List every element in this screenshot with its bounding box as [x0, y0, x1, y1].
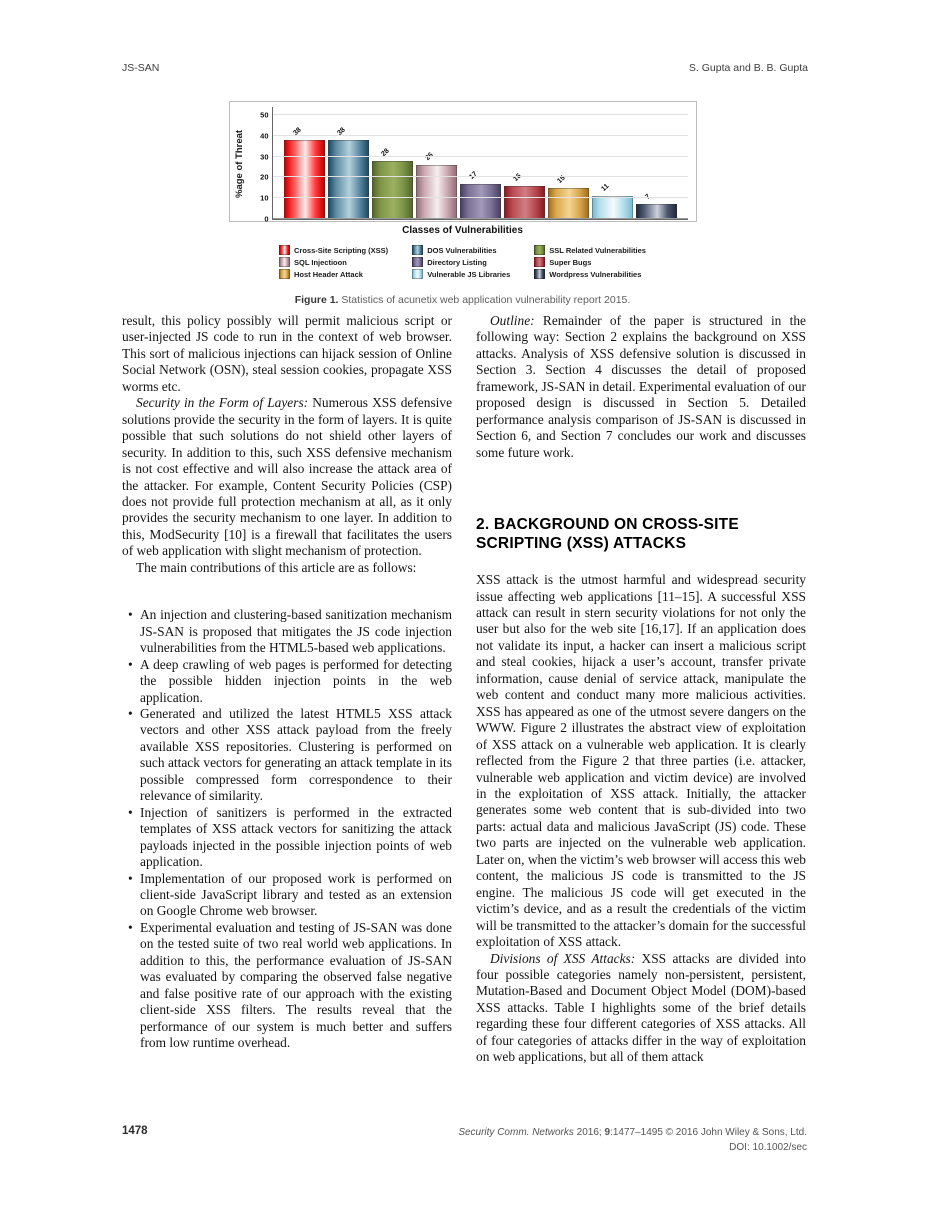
chart-bars: 38382826171615117	[283, 107, 685, 219]
paragraph: result, this policy possibly will permit…	[122, 313, 452, 394]
list-item: Experimental evaluation and testing of J…	[128, 920, 452, 1052]
chart-bar-value-label: 16	[512, 172, 523, 183]
legend-item: SSL Related Vulnerabilities	[534, 245, 646, 255]
legend-label: SSL Related Vulnerabilities	[549, 245, 646, 255]
chart-y-tick-label: 50	[260, 110, 269, 120]
paragraph: The main contributions of this article a…	[136, 559, 417, 575]
chart: %age of Threat 38382826171615117 0102030…	[228, 101, 697, 224]
legend-label: Super Bugs	[549, 257, 592, 267]
chart-bar: 38	[283, 127, 325, 219]
chart-bar: 26	[415, 152, 457, 219]
paragraph: Divisions of XSS Attacks: XSS attacks ar…	[476, 950, 806, 1065]
page-number: 1478	[122, 1125, 148, 1137]
chart-bar: 11	[591, 183, 633, 219]
legend-label: Cross-Site Scripting (XSS)	[294, 245, 389, 255]
chart-gridline	[272, 134, 688, 136]
legend-label: SQL Injectioon	[294, 257, 347, 267]
legend-swatch	[279, 257, 290, 267]
figure-caption-text: Statistics of acunetix web application v…	[338, 294, 631, 306]
chart-bar: 16	[503, 172, 545, 219]
paragraph-lead: Security in the Form of Layers:	[136, 395, 309, 411]
chart-y-tick-label: 0	[264, 214, 269, 224]
legend-item: Super Bugs	[534, 257, 646, 267]
chart-bar-value-label: 26	[424, 151, 435, 162]
legend-swatch	[412, 245, 424, 255]
chart-y-tick-label: 10	[260, 193, 269, 203]
legend-item: Cross-Site Scripting (XSS)	[279, 245, 388, 255]
journal-name: Security Comm. Networks	[458, 1127, 574, 1138]
contributions-list: An injection and clustering-based saniti…	[128, 607, 452, 1051]
list-item: Implementation of our proposed work is p…	[128, 871, 452, 920]
chart-y-tick-label: 30	[260, 152, 269, 162]
legend-item: DOS Vulnerabilities	[412, 245, 510, 255]
running-header: JS-SAN S. Gupta and B. B. Gupta	[122, 62, 808, 74]
paragraph-lead: Outline:	[490, 313, 535, 328]
list-item: Generated and utilized the latest HTML5 …	[128, 706, 452, 805]
chart-bar: 15	[547, 174, 589, 219]
list-item: An injection and clustering-based saniti…	[128, 607, 452, 656]
legend-item: Directory Listing	[412, 257, 510, 267]
chart-y-tick-label: 40	[260, 131, 269, 141]
chart-bar: 7	[635, 194, 677, 219]
publication-info: Security Comm. Networks 2016; 9:1477–149…	[458, 1125, 807, 1155]
legend-swatch	[534, 269, 546, 279]
legend-label: Host Header Attack	[294, 269, 363, 279]
legend-swatch	[412, 269, 424, 279]
right-column: Outline: Remainder of the paper is struc…	[476, 313, 806, 1066]
legend-label: DOS Vulnerabilities	[427, 245, 497, 255]
legend-item: Vulnerable JS Libraries	[412, 269, 510, 279]
doi-line: DOI: 10.1002/sec	[729, 1142, 807, 1153]
chart-bar: 38	[327, 127, 369, 219]
legend-label: Vulnerable JS Libraries	[427, 269, 511, 279]
figure-caption-label: Figure 1.	[294, 294, 339, 306]
running-header-right: S. Gupta and B. B. Gupta	[688, 62, 808, 74]
chart-y-tick-label: 20	[260, 172, 269, 182]
chart-gridline	[272, 155, 688, 157]
figure-1: %age of Threat 38382826171615117 0102030…	[228, 101, 697, 306]
paragraph: Outline: Remainder of the paper is struc…	[476, 313, 806, 460]
legend-item: Wordpress Vulnerabilities	[534, 269, 646, 279]
chart-gridline	[272, 197, 688, 199]
chart-bar: 28	[371, 147, 413, 219]
chart-y-axis-label: %age of Threat	[233, 129, 245, 199]
paragraph-lead: Divisions of XSS Attacks:	[490, 950, 636, 966]
body-columns: result, this policy possibly will permit…	[122, 313, 806, 1066]
chart-gridline	[272, 218, 688, 219]
left-column: result, this policy possibly will permit…	[122, 313, 452, 1066]
legend-label: Directory Listing	[427, 257, 487, 267]
chart-bar: 17	[459, 170, 501, 219]
page-footer: 1478 Security Comm. Networks 2016; 9:147…	[122, 1125, 807, 1155]
legend-swatch	[534, 245, 546, 255]
legend-label: Wordpress Vulnerabilities	[549, 269, 642, 279]
figure-caption: Figure 1. Statistics of acunetix web app…	[229, 294, 697, 306]
chart-bar-value-label: 11	[600, 182, 611, 194]
running-header-left: JS-SAN	[122, 62, 160, 74]
section-heading: 2. BACKGROUND ON CROSS-SITE SCRIPTING (X…	[476, 516, 739, 552]
chart-x-axis-label: Classes of Vulnerabilities	[402, 225, 523, 236]
chart-legend: Cross-Site Scripting (XSS) DOS Vulnerabil…	[229, 245, 697, 279]
journal-line: Security Comm. Networks 2016; 9:1477–149…	[458, 1127, 807, 1138]
legend-swatch	[534, 257, 546, 267]
volume-number: 9	[604, 1127, 611, 1138]
list-item: A deep crawling of web pages is performe…	[128, 657, 452, 706]
chart-gridline	[272, 176, 688, 178]
legend-swatch	[279, 245, 290, 255]
legend-item: Host Header Attack	[279, 269, 388, 279]
legend-item: SQL Injectioon	[279, 257, 388, 267]
legend-swatch	[412, 257, 424, 267]
list-item: Injection of sanitizers is performed in …	[128, 805, 452, 871]
legend-swatch	[279, 269, 290, 279]
paragraph: XSS attack is the utmost harmful and wid…	[476, 572, 806, 950]
paragraph: Security in the Form of Layers: Numerous…	[122, 395, 453, 559]
chart-gridline	[272, 114, 688, 115]
